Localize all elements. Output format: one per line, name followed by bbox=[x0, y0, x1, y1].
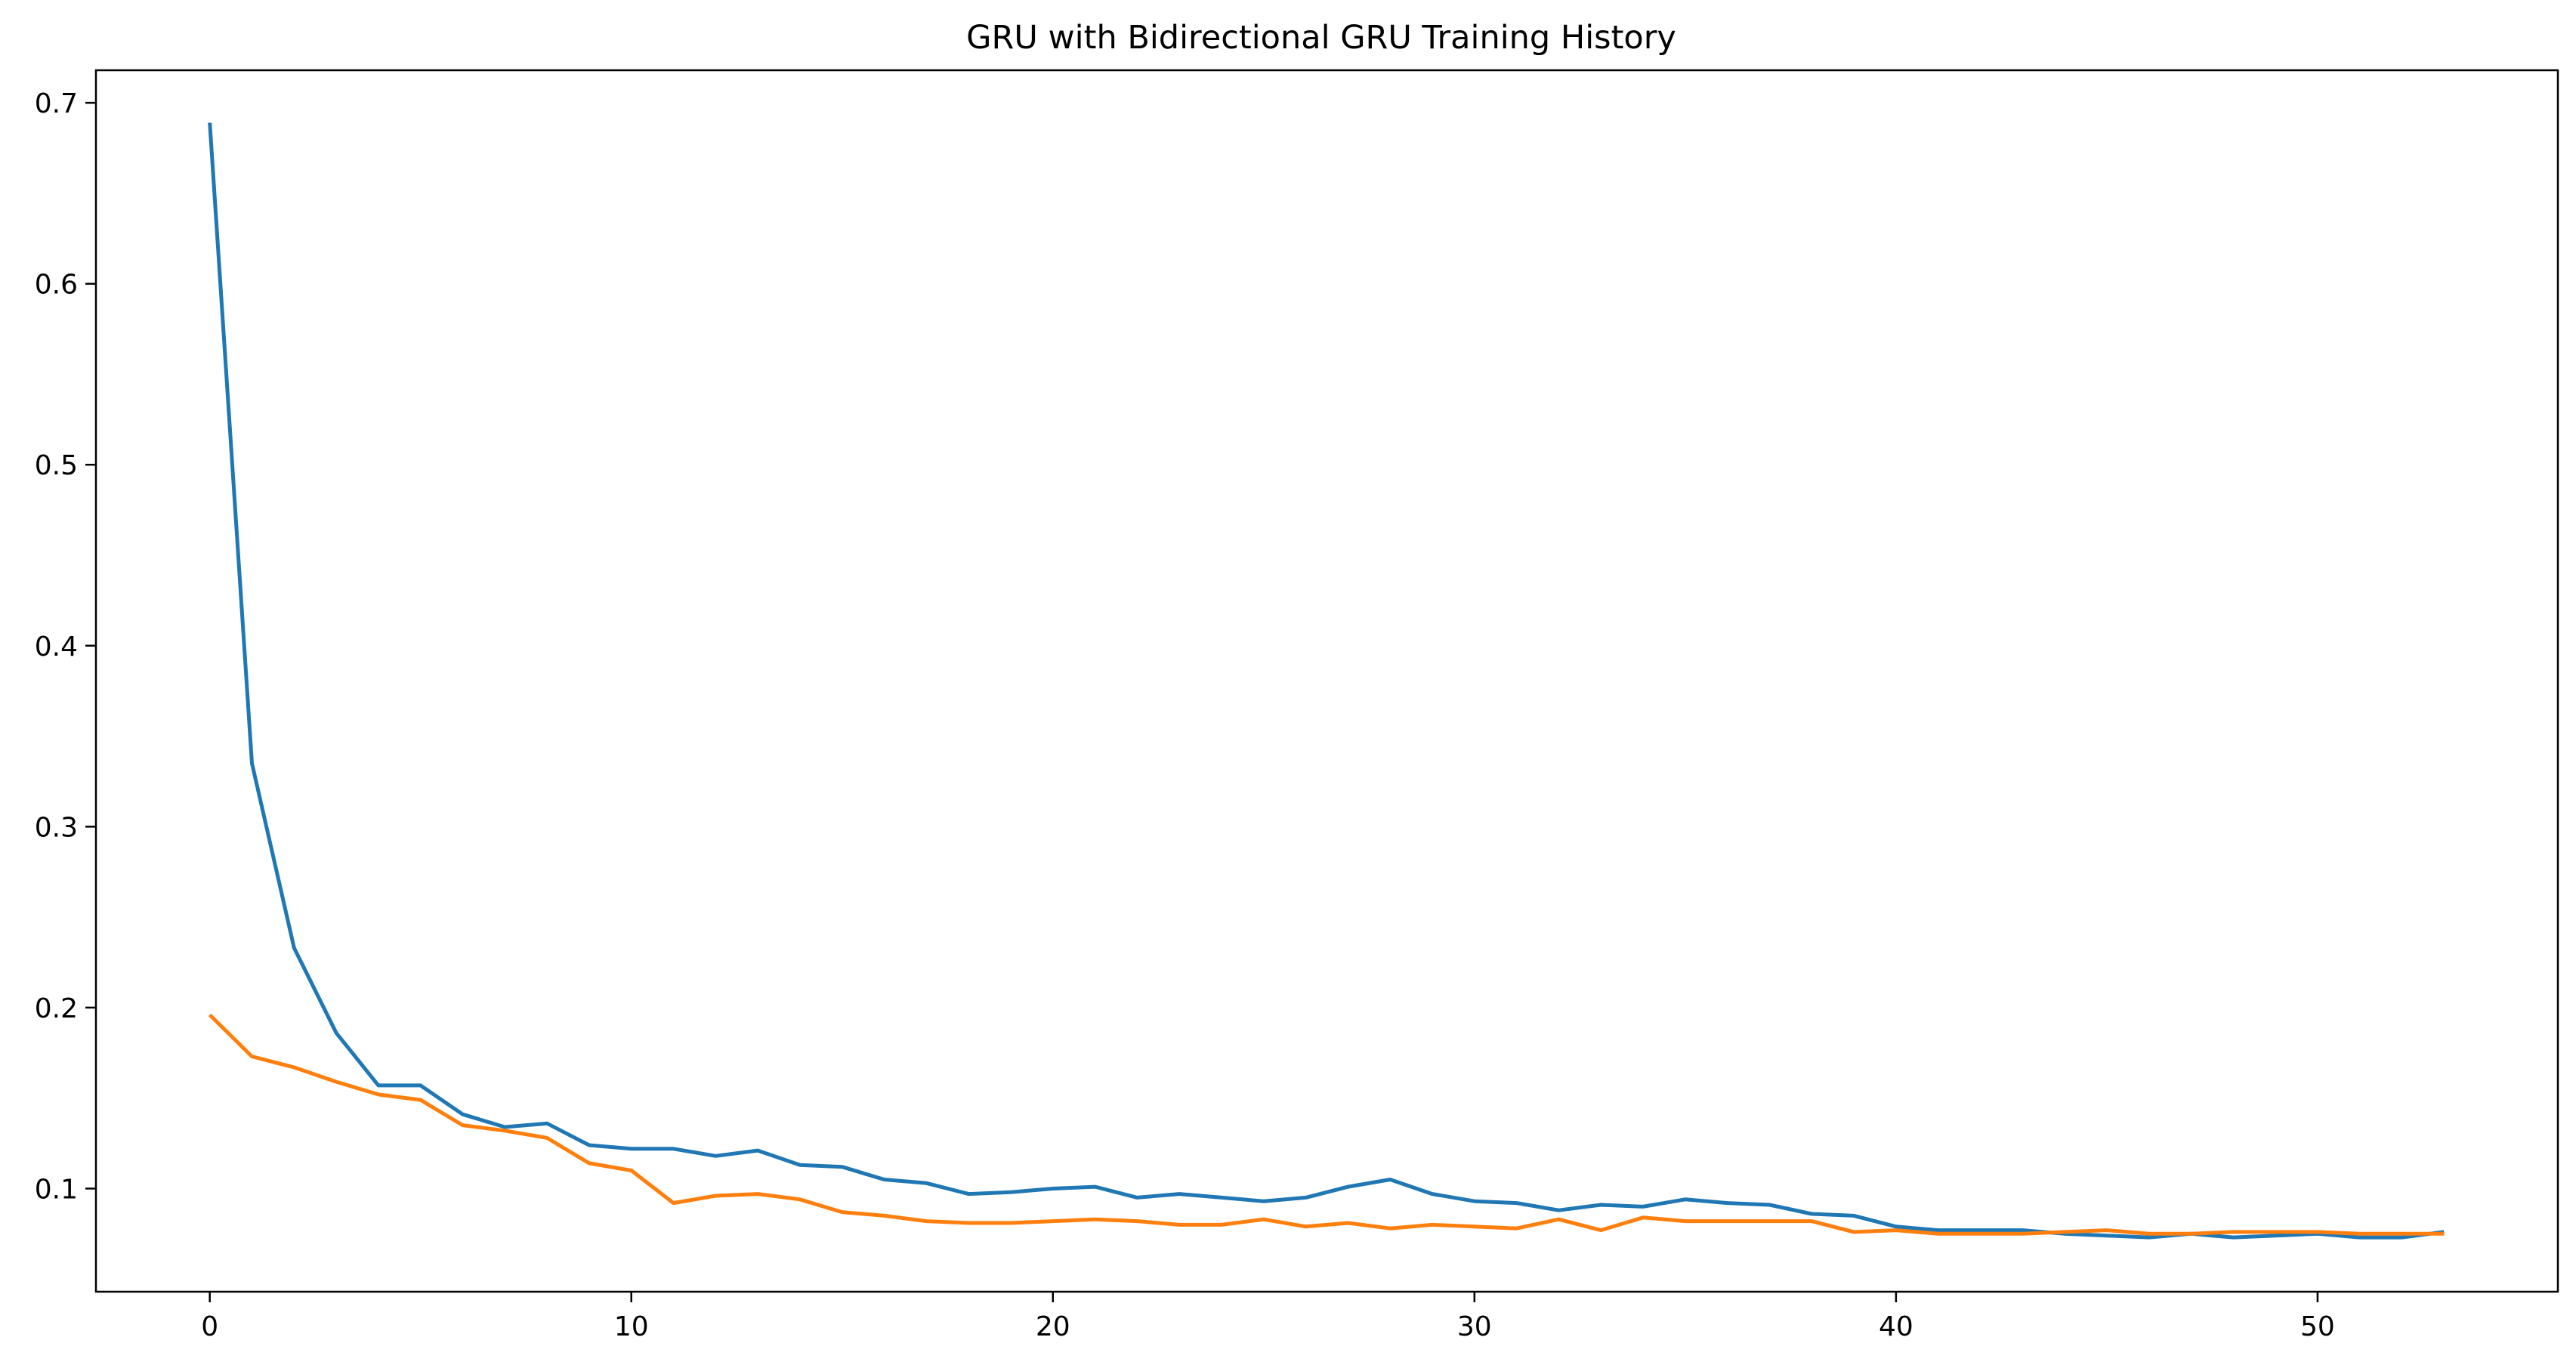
y-tick-label: 0.4 bbox=[35, 632, 78, 662]
series-layer bbox=[208, 122, 2445, 1240]
series-line-1 bbox=[208, 122, 2445, 1240]
plot-frame bbox=[94, 69, 2559, 1293]
x-tick-label: 0 bbox=[201, 1311, 218, 1342]
x-tick-label: 50 bbox=[2300, 1311, 2335, 1342]
x-tick-label: 20 bbox=[1036, 1311, 1070, 1342]
chart-title: GRU with Bidirectional GRU Training Hist… bbox=[966, 19, 1676, 57]
x-tick-label: 30 bbox=[1457, 1311, 1492, 1342]
x-tick-label: 40 bbox=[1879, 1311, 1913, 1342]
y-tick-label: 0.1 bbox=[35, 1174, 78, 1205]
y-axis-ticks: 0.1 0.2 0.3 0.4 0.5 0.6 0.7 bbox=[35, 88, 96, 1205]
x-tick-label: 10 bbox=[614, 1311, 649, 1342]
y-tick-label: 0.6 bbox=[35, 270, 78, 301]
x-axis-ticks: 0 10 20 30 40 50 bbox=[201, 1292, 2335, 1342]
y-tick-label: 0.3 bbox=[35, 812, 78, 843]
series-line-2 bbox=[208, 1013, 2445, 1236]
y-tick-label: 0.5 bbox=[35, 450, 78, 481]
y-tick-label: 0.2 bbox=[35, 993, 78, 1024]
y-tick-label: 0.7 bbox=[35, 88, 78, 119]
